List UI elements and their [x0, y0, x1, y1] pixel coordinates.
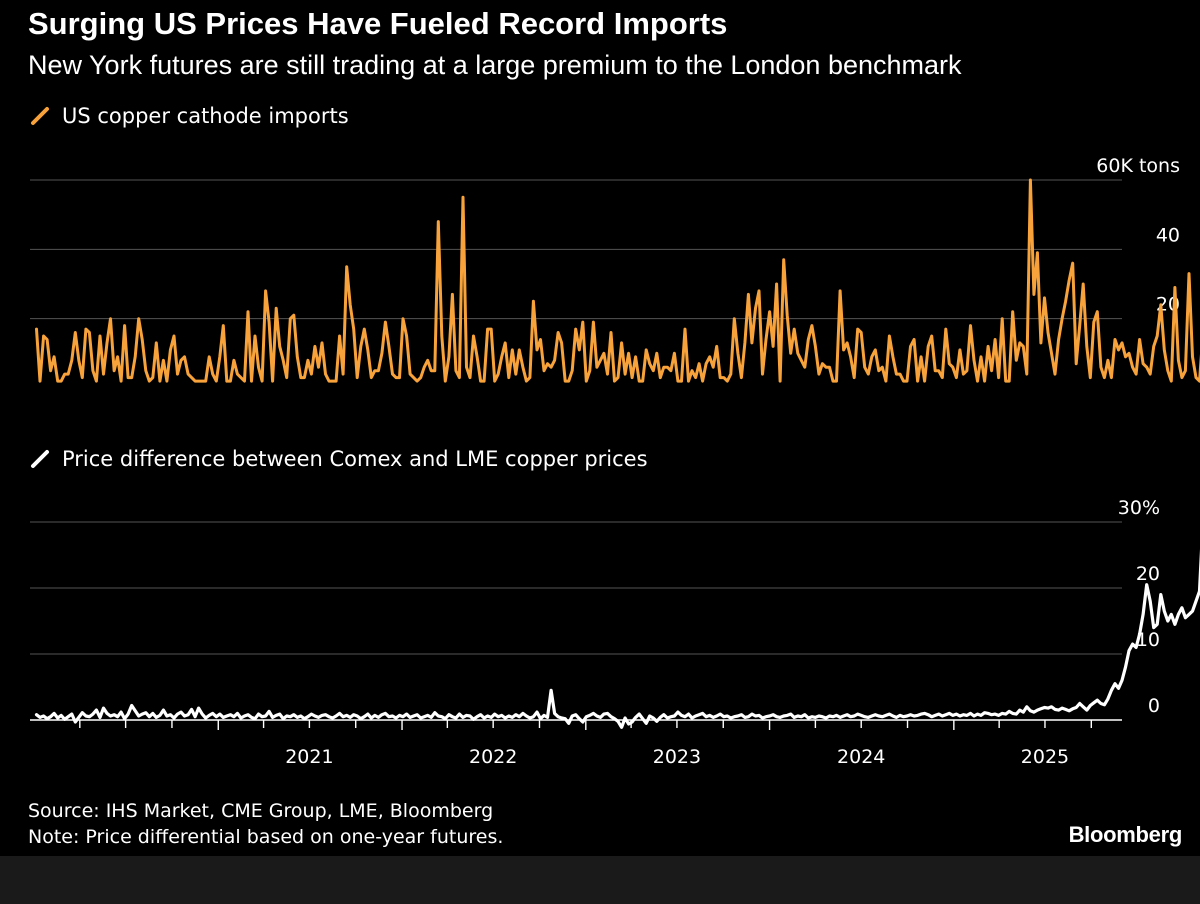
legend-imports: US copper cathode imports	[30, 104, 349, 128]
xtick-label-2021: 2021	[285, 746, 333, 768]
ytick-label-premium-1: 10	[1136, 629, 1160, 651]
legend-imports-swatch	[31, 107, 49, 125]
ytick-label-imports-2: 60K tons	[1096, 155, 1180, 177]
ytick-label-premium-3: 30%	[1118, 497, 1160, 519]
xtick-label-2023: 2023	[653, 746, 701, 768]
chart-subtitle: New York futures are still trading at a …	[28, 50, 962, 80]
source-note: Source: IHS Market, CME Group, LME, Bloo…	[28, 800, 494, 822]
ytick-label-premium-0: 0	[1148, 695, 1160, 717]
chart-title: Surging US Prices Have Fueled Record Imp…	[28, 6, 728, 41]
xtick-label-2022: 2022	[469, 746, 517, 768]
xtick-label-2025: 2025	[1021, 746, 1069, 768]
legend-premium-label: Price difference between Comex and LME c…	[62, 447, 648, 471]
bloomberg-logo: Bloomberg	[1068, 822, 1183, 847]
ytick-label-premium-2: 20	[1136, 563, 1160, 585]
ytick-label-imports-1: 40	[1156, 224, 1180, 246]
series-line-premium	[34, 548, 1200, 729]
legend-imports-label: US copper cathode imports	[62, 104, 349, 128]
series-line-imports	[35, 178, 1200, 383]
method-note: Note: Price differential based on one-ye…	[28, 826, 504, 848]
xtick-label-2024: 2024	[837, 746, 885, 768]
legend-premium: Price difference between Comex and LME c…	[30, 447, 648, 471]
legend-premium-swatch	[31, 450, 49, 468]
